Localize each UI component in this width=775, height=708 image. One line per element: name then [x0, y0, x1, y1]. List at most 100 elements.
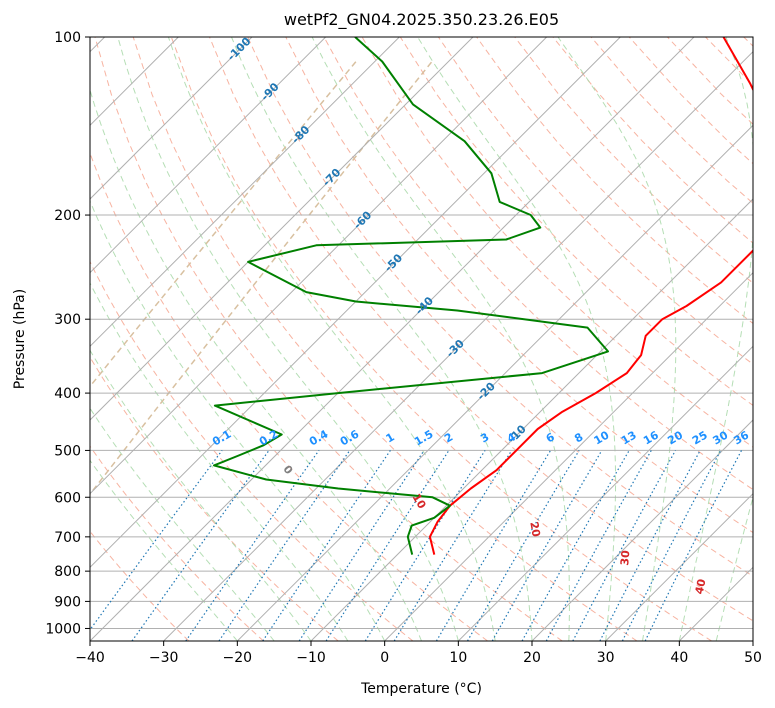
mixing-ratio-line — [185, 450, 320, 641]
moist-adiabat-line — [90, 459, 238, 641]
mixing-ratio-line — [90, 450, 223, 631]
dry-adiabat-line — [437, 37, 753, 365]
isotherm-line — [457, 345, 753, 641]
y-tick-label: 500 — [54, 443, 81, 459]
moist-adiabat-line — [117, 37, 459, 641]
moist-adiabat-line — [231, 37, 533, 641]
x-tick-label: 0 — [380, 650, 389, 666]
dry-adiabat-line — [90, 151, 488, 641]
y-tick-label: 300 — [54, 312, 81, 328]
x-tick-label: −10 — [296, 650, 326, 666]
x-tick-label: −40 — [75, 650, 105, 666]
isotherm-line — [90, 37, 474, 421]
dry-adiabat-line — [94, 37, 563, 641]
mixing-ratio-line — [572, 450, 677, 641]
mixing-ratio-line — [621, 450, 722, 641]
mixing-ratio-label: 25 — [690, 429, 710, 448]
isotherm-line — [531, 419, 753, 641]
x-tick-label: −20 — [223, 650, 253, 666]
dry-adiabat-line — [743, 37, 753, 47]
chart-title: wetPf2_GN04.2025.350.23.26.E05 — [284, 10, 559, 30]
mixing-ratio-label: 30 — [711, 428, 731, 447]
mixing-ratio-line — [545, 450, 652, 641]
mixing-ratio-line — [131, 450, 270, 641]
y-tick-label: 800 — [54, 564, 81, 580]
dry-adiabat-line — [514, 37, 753, 284]
isotherm-line — [90, 37, 621, 569]
mixing-ratio-line — [644, 450, 743, 641]
isotherm-line — [90, 37, 253, 200]
dewpoint-profile-line — [213, 37, 609, 555]
isotherm-line — [236, 124, 753, 641]
mixing-ratio-line — [325, 450, 450, 641]
x-tick-label: −30 — [149, 650, 179, 666]
moist-adiabat-line — [90, 199, 386, 641]
y-tick-label: 400 — [54, 386, 81, 402]
y-tick-label: 900 — [54, 594, 81, 610]
mixing-ratio-line — [599, 450, 701, 641]
plot-background-lines — [90, 37, 753, 641]
isotherm-line — [605, 492, 753, 641]
dry-adiabat-line — [552, 37, 753, 244]
mixing-ratio-label: 16 — [641, 428, 661, 447]
dry-adiabat-line — [90, 356, 339, 641]
moist-adiabat-line — [90, 349, 312, 641]
mixing-ratio-label: 13 — [619, 429, 639, 448]
mixing-ratio-line — [298, 450, 425, 641]
mixing-ratio-line — [435, 450, 552, 641]
isotherm-label: -60 — [351, 208, 374, 231]
x-tick-label: 20 — [523, 650, 541, 666]
dry-adiabat-line — [705, 37, 753, 86]
y-tick-label: 100 — [54, 30, 81, 46]
x-tick-label: 30 — [597, 650, 615, 666]
isotherm-line — [310, 198, 753, 641]
moist-adiabat-line — [678, 37, 753, 641]
mixing-ratio-label: 3 — [478, 430, 491, 445]
axis-ticks: −40 −30 −20 −10 0 10 20 30 40 5010020030040050060… — [45, 30, 762, 666]
mixing-ratio-line — [521, 450, 630, 641]
x-tick-label: 50 — [744, 650, 762, 666]
mixing-ratio-label: 8 — [572, 430, 585, 445]
moist-adiabat-line — [715, 495, 753, 641]
isotherm-line — [163, 50, 753, 641]
mixing-ratio-label: 36 — [731, 428, 751, 447]
moist-adiabat-label: 10 — [410, 491, 429, 511]
moist-adiabat-line — [90, 88, 422, 641]
moist-adiabat-line — [90, 407, 275, 641]
isotherm-label: -80 — [289, 123, 312, 146]
x-tick-label: 10 — [449, 650, 467, 666]
isotherm-label: -50 — [382, 251, 405, 274]
mixing-ratio-line — [393, 450, 513, 641]
dry-adiabat-line — [247, 37, 753, 577]
data-series — [213, 37, 753, 555]
dry-adiabat-line — [209, 37, 753, 622]
isotherm-line — [752, 640, 753, 641]
moist-adiabat-line — [90, 282, 349, 641]
temperature-profile-line — [428, 37, 753, 555]
dry-adiabat-line — [90, 445, 264, 641]
isotherm-line — [384, 271, 753, 641]
moist-adiabat-line — [417, 37, 617, 641]
moist-adiabat-label: 40 — [693, 577, 709, 595]
dry-adiabat-line — [285, 37, 753, 534]
mixing-ratio-label: 1 — [384, 430, 397, 445]
moist-adiabat-label: 20 — [527, 521, 543, 539]
mixing-ratio-line — [364, 450, 486, 641]
y-tick-label: 1000 — [45, 621, 81, 637]
isotherm-line — [90, 37, 327, 274]
moist-adiabat-label: 0 — [280, 463, 295, 477]
dry-adiabat-line — [170, 37, 712, 641]
y-axis-label: Pressure (hPa) — [12, 289, 28, 389]
mixing-ratio-label: 2 — [442, 430, 455, 445]
moist-adiabat-label: 30 — [618, 549, 632, 566]
isotherm-line — [90, 37, 400, 348]
dry-adiabat-line — [90, 530, 190, 641]
isotherm-line — [90, 37, 695, 641]
saturation-curve — [90, 61, 357, 388]
moist-adiabat-line — [557, 37, 677, 641]
moist-adiabat-line — [167, 37, 496, 641]
dry-adiabat-line — [476, 37, 753, 325]
plot-frame — [89, 36, 754, 642]
moist-adiabat-line — [311, 37, 570, 641]
